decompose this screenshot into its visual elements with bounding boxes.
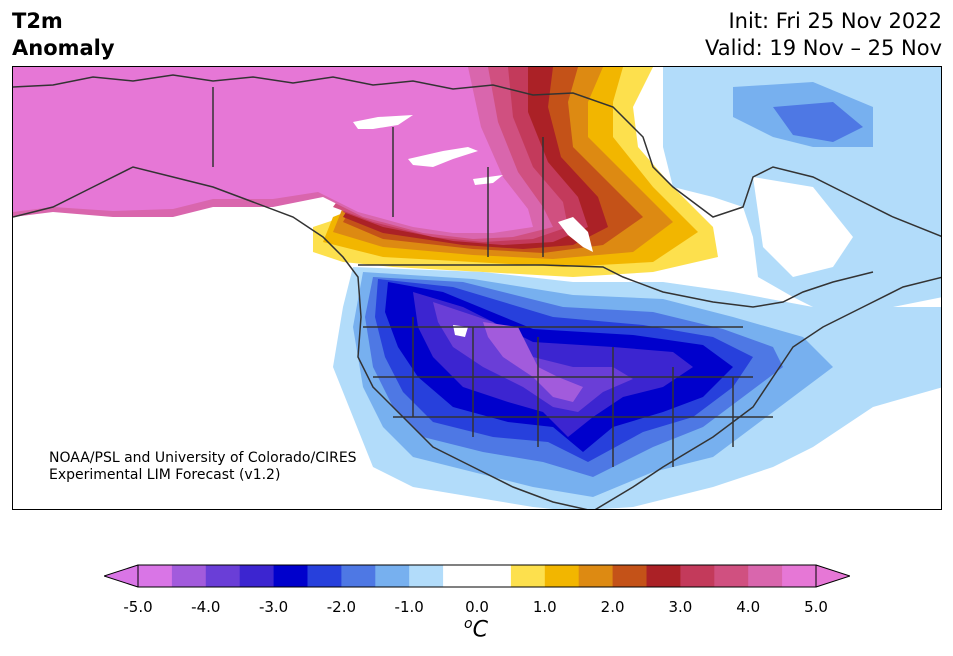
boundary-lines	[13, 74, 941, 509]
colorbar-segment	[443, 565, 478, 587]
colorbar-tick-label: -5.0	[123, 598, 153, 616]
colorbar-tick-label: -4.0	[191, 598, 221, 616]
colorbar-under-outline	[104, 564, 139, 588]
colorbar-segment	[341, 565, 376, 587]
warm-anomaly-region	[13, 67, 718, 277]
colorbar-ticks: -5.0 -4.0 -3.0 -2.0 -1.0 0.0 1.0 2.0 3.0 4.0 5.0	[0, 598, 953, 618]
colorbar-unit: oC	[464, 616, 488, 642]
map-canvas	[13, 67, 941, 509]
map-title-line2: Anomaly	[12, 36, 115, 60]
credit-text: NOAA/PSL and University of Colorado/CIRE…	[49, 450, 357, 484]
valid-range: Valid: 19 Nov – 25 Nov	[705, 36, 942, 60]
colorbar-segment	[748, 565, 783, 587]
colorbar-tick-label: 0.0	[465, 598, 489, 616]
colorbar-tick-label: -2.0	[326, 598, 357, 616]
anomaly-map	[12, 66, 942, 510]
colorbar-segment	[307, 565, 342, 587]
colorbar-under-arrow	[104, 565, 138, 587]
forecast-dates: Init: Fri 25 Nov 2022 Valid: 19 Nov – 25…	[705, 8, 942, 62]
credit-line2: Experimental LIM Forecast (v1.2)	[49, 467, 281, 483]
colorbar-tick-label: 3.0	[668, 598, 693, 616]
colorbar-tick-label: 1.0	[532, 598, 557, 616]
colorbar-tick-label: -1.0	[394, 598, 424, 616]
colorbar-segment	[510, 565, 546, 587]
colorbar-segment	[477, 565, 512, 587]
colorbar-segment	[612, 565, 647, 587]
colorbar-segment	[205, 565, 241, 587]
init-date: Init: Fri 25 Nov 2022	[728, 9, 942, 33]
credit-line1: NOAA/PSL and University of Colorado/CIRE…	[49, 450, 357, 466]
map-title: T2m Anomaly	[12, 8, 115, 62]
colorbar-segment	[544, 565, 580, 587]
colorbar-segment	[138, 565, 173, 587]
unit-letter: C	[472, 617, 488, 643]
colorbar-tick-label: 5.0	[804, 598, 828, 616]
colorbar-tick-label: 4.0	[736, 598, 761, 616]
colorbar-over-arrow	[816, 565, 850, 587]
colorbar-segments	[138, 565, 817, 587]
colorbar-segment	[578, 565, 614, 587]
colorbar-segment	[646, 565, 681, 587]
colorbar	[104, 564, 850, 588]
colorbar-segment	[273, 565, 308, 587]
colorbar-segment	[680, 565, 715, 587]
colorbar-segment	[714, 565, 749, 587]
colorbar-segment	[409, 565, 444, 587]
colorbar-tick-label: -3.0	[258, 598, 289, 616]
northeast-cool-region	[663, 67, 941, 317]
colorbar-segment	[239, 565, 275, 587]
unit-degree: o	[464, 616, 473, 632]
colorbar-over-outline	[815, 564, 850, 588]
colorbar-segment	[782, 565, 817, 587]
colorbar-outline	[137, 564, 817, 588]
colorbar-tick-label: 2.0	[600, 598, 625, 616]
map-title-line1: T2m	[12, 9, 63, 33]
colorbar-segment	[375, 565, 410, 587]
colorbar-segment	[171, 565, 207, 587]
